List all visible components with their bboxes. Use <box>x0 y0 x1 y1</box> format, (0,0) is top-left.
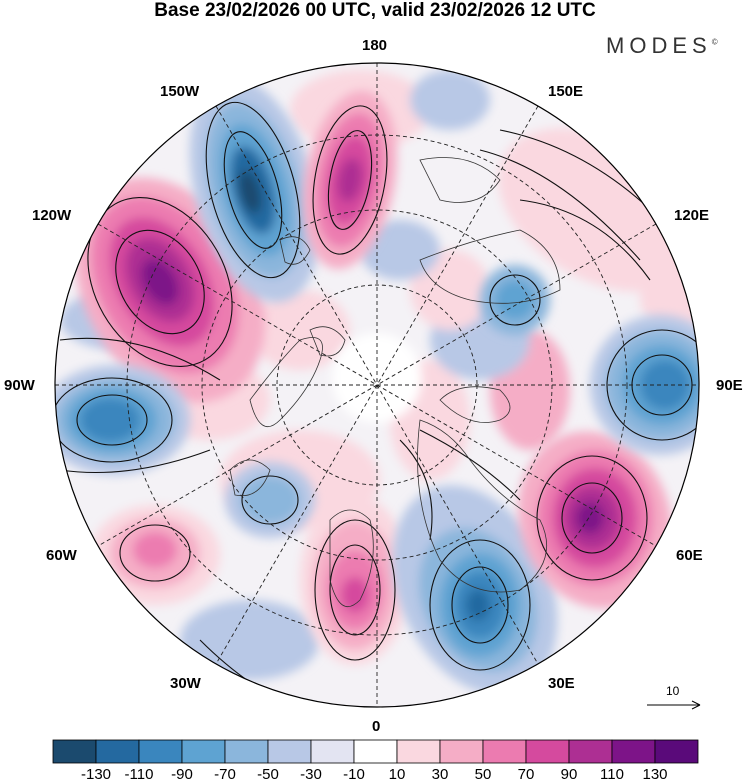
colorbar-swatch <box>654 739 699 764</box>
colorbar-swatch <box>482 739 527 764</box>
colorbar-tick-label: 70 <box>517 766 535 783</box>
colorbar-tick-label: -50 <box>257 766 279 783</box>
lon-label-60w: 60W <box>46 547 77 564</box>
anomaly-blue-30e <box>392 485 558 695</box>
lon-label-90w: 90W <box>4 377 35 394</box>
colorbar-swatch <box>396 739 441 764</box>
lon-label-90e: 90E <box>716 377 743 394</box>
colorbar-tick-label: -30 <box>300 766 322 783</box>
lon-label-30e: 30E <box>548 675 575 692</box>
anomaly-field <box>55 63 699 707</box>
colorbar-swatch <box>353 739 398 764</box>
reference-vector-value: 10 <box>666 684 680 698</box>
colorbar-swatch <box>525 739 570 764</box>
lon-label-150w: 150W <box>160 83 200 100</box>
colorbar-tick-label: 50 <box>474 766 492 783</box>
colorbar-tick-label: 90 <box>560 766 578 783</box>
coastlines <box>229 157 561 607</box>
lon-label-30w: 30W <box>170 675 201 692</box>
lon-label-150e: 150E <box>548 83 584 100</box>
colorbar-swatch <box>568 739 613 764</box>
graticule <box>55 63 699 707</box>
colorbar-swatch <box>181 739 226 764</box>
colorbar-swatch <box>95 739 140 764</box>
colorbar-tick-label: -10 <box>343 766 365 783</box>
lon-label-120e: 120E <box>674 207 710 224</box>
colorbar-swatch <box>138 739 183 764</box>
lon-label-180: 180 <box>362 37 388 54</box>
anomaly-pink-60w <box>90 505 220 605</box>
colorbar-tick-label: 10 <box>388 766 406 783</box>
colorbar-swatch <box>52 739 97 764</box>
map-boundary <box>54 62 700 708</box>
brand-mark: © <box>711 37 718 47</box>
anomaly-magenta-170w <box>303 91 397 269</box>
lon-label-120w: 120W <box>32 207 72 224</box>
brand-logo: MODES© <box>606 33 718 59</box>
reference-vector-arrow <box>647 700 701 710</box>
colorbar-tick-label: -70 <box>214 766 236 783</box>
colorbar-swatch <box>267 739 312 764</box>
colorbar-swatch <box>310 739 355 764</box>
chart-title: Base 23/02/2026 00 UTC, valid 23/02/2026… <box>154 0 596 21</box>
brand-text: MODES <box>606 33 712 58</box>
colorbar-swatch <box>611 739 656 764</box>
lon-label-0: 0 <box>372 718 381 735</box>
colorbar <box>52 739 699 764</box>
colorbar-swatch <box>224 739 269 764</box>
colorbar-tick-label: -90 <box>171 766 193 783</box>
colorbar-tick-label: -110 <box>124 766 154 783</box>
colorbar-tick-label: -130 <box>80 766 112 783</box>
lon-label-60e: 60E <box>676 547 703 564</box>
anomaly-blue-150w <box>189 77 321 303</box>
colorbar-tick-label: 110 <box>600 766 624 783</box>
colorbar-tick-label: 130 <box>642 766 668 783</box>
anomaly-purple-60e <box>518 431 672 609</box>
colorbar-swatch <box>439 739 484 764</box>
colorbar-tick-label: 30 <box>431 766 449 783</box>
anomaly-blue-90w <box>55 365 190 475</box>
anomaly-pink-10w <box>300 495 410 665</box>
